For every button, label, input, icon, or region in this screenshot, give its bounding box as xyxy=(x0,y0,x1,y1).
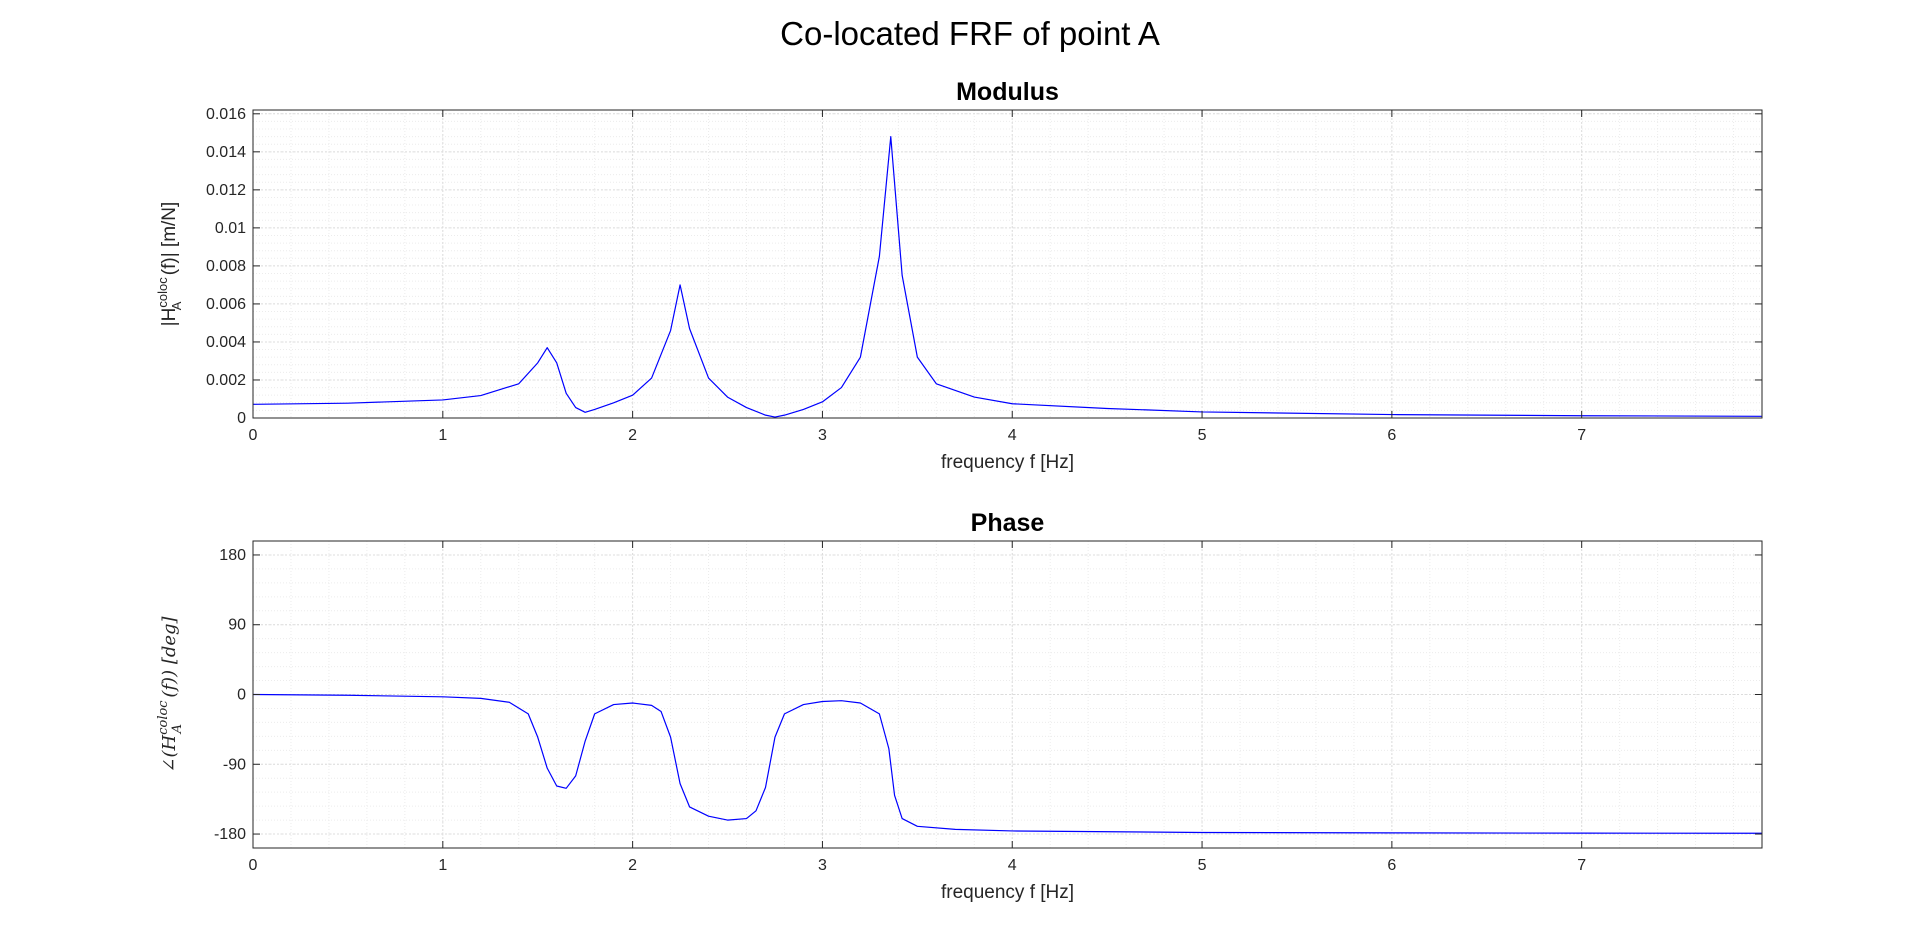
minor-grid xyxy=(252,540,1762,849)
y-tick-label: 0.01 xyxy=(215,220,246,237)
y-tick-label: -90 xyxy=(223,756,246,773)
x-tick-label: 5 xyxy=(1198,857,1207,874)
y-tick-label: 0.014 xyxy=(206,144,246,161)
y-tick-label: 0.004 xyxy=(206,334,246,351)
y-tick-label: 90 xyxy=(228,617,246,634)
x-tick-label: 1 xyxy=(438,427,447,444)
x-axis-label: frequency f [Hz] xyxy=(941,452,1074,473)
y-tick-label: 0.012 xyxy=(206,182,246,199)
x-tick-label: 2 xyxy=(628,427,637,444)
minor-grid xyxy=(252,110,1762,419)
x-tick-label: 4 xyxy=(1008,857,1017,874)
x-tick-label: 6 xyxy=(1387,857,1396,874)
x-tick-label: 2 xyxy=(628,857,637,874)
axes-box xyxy=(252,540,1763,849)
x-tick-label: 1 xyxy=(438,857,447,874)
y-tick-label: 0.006 xyxy=(206,296,246,313)
x-tick-label: 3 xyxy=(818,427,827,444)
y-tick-label: -180 xyxy=(214,826,246,843)
y-tick-label: 0 xyxy=(237,687,246,704)
phase-axes: 0 1 2 3 4 5 6 7 -180 -90 0 90 180 Phase frequency f [H… xyxy=(156,509,1763,903)
x-tick-label: 5 xyxy=(1198,427,1207,444)
figure-title: Co-located FRF of point A xyxy=(780,15,1160,52)
y-tick-label: 0 xyxy=(237,410,246,427)
x-tick-label: 0 xyxy=(249,857,258,874)
modulus-axes: 0 1 2 3 4 5 6 7 0 0.002 0.004 0.006 0.008 0.01 0.012 0.… xyxy=(155,78,1763,473)
major-grid xyxy=(252,541,1762,848)
axes-title: Modulus xyxy=(956,78,1059,106)
x-tick-label: 6 xyxy=(1387,427,1396,444)
y-tick-label: 0.002 xyxy=(206,372,246,389)
y-axis-label: |HcolocA(f)| [m/N] xyxy=(155,202,184,327)
series-line xyxy=(252,136,1763,418)
axes-box xyxy=(252,109,1763,419)
major-grid xyxy=(252,110,1762,419)
axes-title: Phase xyxy=(971,509,1045,537)
x-tick-label: 3 xyxy=(818,857,827,874)
y-tick-label: 0.016 xyxy=(206,106,246,123)
y-tick-label: 180 xyxy=(219,547,246,564)
x-tick-label: 4 xyxy=(1008,427,1017,444)
x-tick-label: 7 xyxy=(1577,427,1586,444)
x-tick-label: 0 xyxy=(249,427,258,444)
series-line xyxy=(252,693,1763,834)
y-tick-label: 0.008 xyxy=(206,258,246,275)
x-axis-label: frequency f [Hz] xyxy=(941,882,1074,903)
x-tick-label: 7 xyxy=(1577,857,1586,874)
y-axis-label: ∠(HcolocA(f)) [deg] xyxy=(156,615,185,772)
